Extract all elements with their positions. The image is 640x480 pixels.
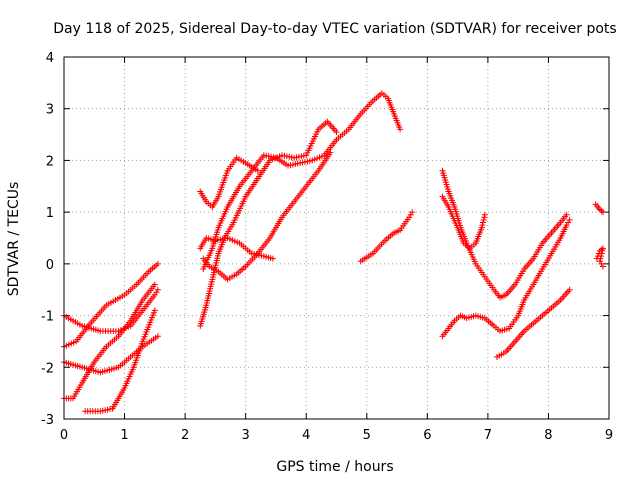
data-point xyxy=(599,247,606,254)
series-arc-i xyxy=(197,118,340,329)
x-tick-label: 2 xyxy=(181,428,189,443)
x-axis-label: GPS time / hours xyxy=(276,459,393,475)
x-tick-label: 3 xyxy=(242,428,250,443)
data-point xyxy=(327,149,334,156)
series-arc-l xyxy=(439,167,570,301)
y-tick-label: -2 xyxy=(41,361,54,376)
data-point xyxy=(154,286,161,293)
series-arc-g xyxy=(200,90,404,273)
y-tick-label: 3 xyxy=(46,103,54,118)
y-tick-label: 1 xyxy=(46,206,54,221)
data-point xyxy=(154,260,161,267)
series-arc-j xyxy=(200,149,334,283)
y-tick-label: -3 xyxy=(41,413,54,428)
data-point xyxy=(269,255,276,262)
data-point xyxy=(333,128,340,135)
x-tick-label: 8 xyxy=(544,428,552,443)
data-point xyxy=(599,263,606,270)
data-point xyxy=(151,307,158,314)
data-point xyxy=(479,222,486,229)
data-point xyxy=(566,216,573,223)
data-point xyxy=(481,211,488,218)
data-marks xyxy=(61,90,606,415)
data-point xyxy=(598,207,605,214)
data-point xyxy=(599,245,606,252)
data-point xyxy=(397,126,404,133)
x-tick-label: 6 xyxy=(423,428,431,443)
data-point xyxy=(480,219,487,226)
data-point xyxy=(409,209,416,216)
data-point xyxy=(598,253,605,260)
data-point xyxy=(563,211,570,218)
series-arc-m xyxy=(439,193,488,252)
axis-ticks: 0 1 2 3 4 5 6 7 8 9 -3 -2 -1 0 1 2 3 4 xyxy=(41,51,613,443)
series-arc-e xyxy=(82,307,158,415)
data-point xyxy=(481,214,488,221)
data-point xyxy=(480,216,487,223)
x-tick-label: 1 xyxy=(120,428,128,443)
data-point xyxy=(154,333,161,340)
x-tick-label: 9 xyxy=(605,428,613,443)
data-point xyxy=(566,286,573,293)
y-tick-label: 0 xyxy=(46,258,54,273)
data-point xyxy=(151,281,158,288)
series-arc-o xyxy=(493,286,573,360)
chart-title: Day 118 of 2025, Sidereal Day-to-day VTE… xyxy=(53,21,616,37)
data-point xyxy=(254,167,261,174)
series-arc-h xyxy=(197,235,276,262)
series-arc-d xyxy=(61,281,158,402)
data-point xyxy=(599,209,606,216)
data-point xyxy=(597,255,604,262)
series-arc-p xyxy=(592,201,606,216)
grid xyxy=(64,57,609,419)
y-tick-label: 4 xyxy=(46,51,54,66)
y-tick-label: -1 xyxy=(41,310,54,325)
y-tick-label: 2 xyxy=(46,154,54,169)
data-point xyxy=(598,250,605,257)
x-tick-label: 5 xyxy=(363,428,371,443)
x-tick-label: 4 xyxy=(302,428,310,443)
x-tick-label: 7 xyxy=(484,428,492,443)
y-axis-label: SDTVAR / TECUs xyxy=(6,182,22,297)
series-arc-k xyxy=(357,209,416,265)
series-arc-q xyxy=(593,245,606,270)
x-tick-label: 0 xyxy=(60,428,68,443)
data-point xyxy=(478,224,485,231)
plot-frame xyxy=(63,56,610,420)
series-arc-n xyxy=(439,216,573,340)
series-arc-f xyxy=(197,154,261,210)
